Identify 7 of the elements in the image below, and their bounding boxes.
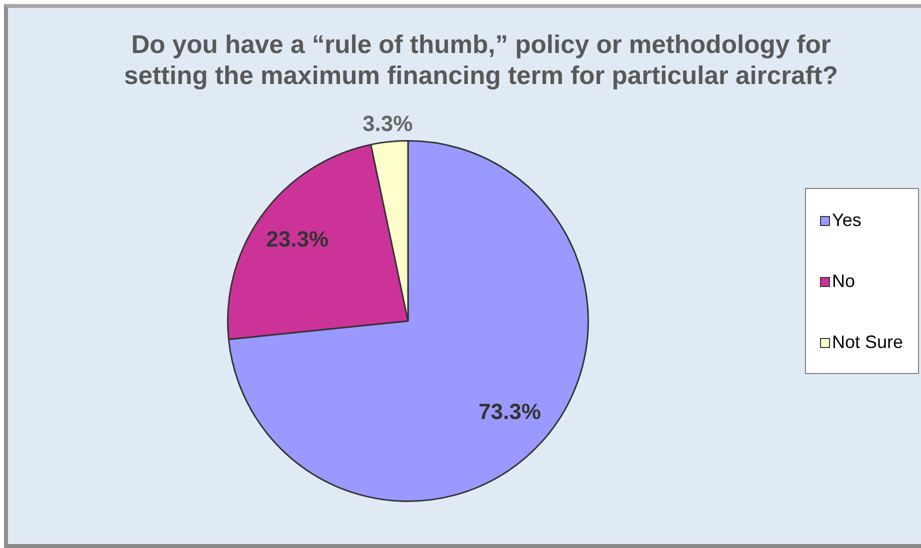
chart-title: Do you have a “rule of thumb,” policy or methodology for setting the maximum financing term for particular aircraft? bbox=[123, 30, 839, 92]
data-label: 23.3% bbox=[266, 226, 329, 252]
legend-label: Not Sure bbox=[832, 332, 904, 353]
legend-label: Yes bbox=[832, 210, 862, 231]
data-label: 73.3% bbox=[478, 398, 541, 424]
legend-label: No bbox=[832, 271, 856, 292]
data-label: 3.3% bbox=[362, 110, 413, 136]
